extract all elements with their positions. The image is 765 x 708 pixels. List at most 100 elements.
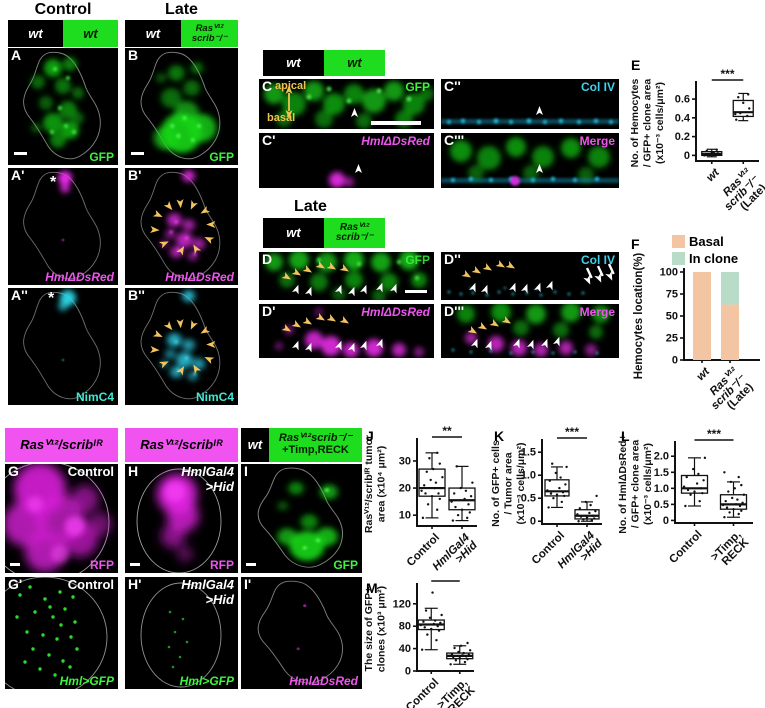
svg-text:(x10⁻³ cells/μm²): (x10⁻³ cells/μm²) [515, 443, 527, 525]
panel-C2-art [441, 106, 619, 124]
svg-text:0: 0 [672, 355, 678, 367]
panel-D3-art [451, 304, 610, 357]
gfp-channel-label: GFP [405, 80, 430, 94]
genotype-header-timp-reck: wt Rasⱽ¹²scrib⁻/⁻ +Timp,RECK [241, 428, 362, 462]
nimc4-channel-label: NimC4 [195, 390, 234, 404]
panel-C3-letter: C''' [444, 133, 465, 148]
svg-text:No. of HmlΔDsRed+: No. of HmlΔDsRed+ [617, 434, 629, 533]
asterisk-marker: * [50, 174, 57, 191]
panel-D-letter: D [262, 252, 273, 267]
panel-C1-letter: C' [262, 133, 276, 148]
rfp-channel-label: RFP [210, 558, 234, 572]
chart-K-letter: K [494, 428, 505, 444]
chart-M-letter: M [366, 580, 378, 596]
hml-gfp-channel-label: Hml>GFP [59, 674, 114, 688]
svg-text:100: 100 [660, 267, 678, 279]
panel-B2-letter: B'' [128, 288, 145, 303]
svg-text:wt: wt [695, 365, 713, 383]
nimc4-channel-label: NimC4 [75, 390, 114, 404]
legend-label-basal: Basal [689, 234, 724, 249]
svg-text:0: 0 [405, 666, 411, 678]
hml-gfp-channel-label: Hml>GFP [179, 674, 234, 688]
genotype-header-rasIR-1: Rasⱽ¹²/scribᴵᴿ [5, 428, 118, 462]
panel-B-image: B GFP [125, 48, 238, 165]
svg-text:0.2: 0.2 [675, 131, 690, 143]
svg-text:**: ** [442, 426, 452, 438]
panel-C1-image: C' HmlΔDsRed [259, 133, 434, 188]
genotype-timp-reck-line: +Timp,RECK [282, 444, 349, 456]
genotype-bar-c: wt wt [263, 50, 385, 76]
panel-B1-letter: B' [128, 168, 142, 183]
svg-text:***: *** [720, 67, 734, 81]
svg-text:0: 0 [530, 516, 536, 528]
panel-G-letter: G [8, 464, 19, 479]
hml-dsred-channel-label: HmlΔDsRed [289, 674, 358, 688]
panel-I-letter: I [244, 464, 248, 479]
hmlgal4-label: HmlGal4 [181, 577, 234, 592]
svg-text:40: 40 [399, 643, 411, 655]
svg-text:0.5: 0.5 [521, 493, 536, 505]
svg-text:30: 30 [399, 455, 411, 467]
panel-I1-image: I' HmlΔDsRed [241, 577, 362, 689]
svg-text:50: 50 [666, 311, 678, 323]
svg-text:(x10⁻³ cells/μm²): (x10⁻³ cells/μm²) [654, 82, 666, 164]
panel-D1-art [275, 307, 424, 358]
chart-F-legend: Basal In clone [672, 234, 738, 268]
apical-label: apical [275, 80, 307, 92]
svg-text:75: 75 [666, 289, 678, 301]
genotype-wt-black: wt [263, 218, 324, 248]
coliv-channel-label: Col IV [580, 80, 615, 94]
genotype-ras-scrib-line: Rasⱽ¹²scrib⁻/⁻ [278, 432, 353, 445]
scale-bar [10, 563, 20, 566]
svg-text:***: *** [565, 426, 579, 439]
svg-text:0: 0 [663, 515, 669, 527]
scale-bar [371, 121, 421, 125]
panel-C-art [264, 81, 434, 129]
panel-I1-letter: I' [244, 577, 252, 592]
svg-text:***: *** [707, 427, 721, 441]
chart-J-letter: J [366, 428, 374, 444]
condition-label-control: Control [67, 577, 114, 592]
genotype-ras-scrib: Rasⱽ¹² scrib⁻/⁻ [181, 20, 238, 47]
panel-C2-letter: C'' [444, 79, 461, 94]
panel-C3-art [441, 137, 619, 186]
svg-text:1.0: 1.0 [654, 483, 669, 495]
gfp-channel-label: GFP [89, 150, 114, 164]
svg-text:0: 0 [684, 150, 690, 162]
svg-text:Hemocytes location(%): Hemocytes location(%) [633, 253, 645, 380]
genotype-scrib-line: scrib⁻/⁻ [335, 232, 374, 243]
chart-K-gfp-cells-per-tumor: 0 0.5 1.0 1.5 No. of GFP+ cells / Tumor area(… [489, 425, 616, 588]
panel-H-letter: H [128, 464, 139, 479]
panel-B-art [140, 51, 221, 160]
hml-dsred-channel-label: HmlΔDsRed [45, 270, 114, 284]
panel-B1-image: B' HmlΔDsRed [125, 168, 238, 285]
basal-label: basal [267, 112, 296, 124]
legend-row-basal: Basal [672, 234, 738, 249]
panel-G1-art [5, 577, 108, 689]
genotype-wt-black: wt [125, 20, 181, 47]
panel-A-letter: A [11, 48, 22, 63]
svg-text:0.5: 0.5 [654, 499, 669, 511]
chart-L-dsred-per-clone: 0 0.5 1.0 1.5 2.0 No. of HmlΔDsRed+ / GFP+ clo… [616, 426, 765, 588]
scale-bar [405, 290, 427, 293]
svg-text:10: 10 [399, 510, 411, 522]
coliv-channel-label: Col IV [580, 253, 615, 267]
panel-H1-art [140, 582, 222, 688]
svg-text:/ GFP+ clone area: / GFP+ clone area [630, 440, 642, 529]
panel-D1-image: D' HmlΔDsRed [259, 304, 434, 358]
chart-E-hemocytes-per-clone: 0 0.2 0.4 0.6 No. of Hemocytes / GFP+ clone a… [628, 55, 765, 232]
panel-B-letter: B [128, 48, 139, 63]
merge-channel-label: Merge [579, 305, 615, 319]
panel-A1-letter: A' [11, 168, 25, 183]
panel-A-art [23, 51, 101, 160]
genotype-ras-line: Rasⱽ¹² [195, 22, 224, 34]
svg-text:Rasⱽ¹²/scribᴵᴿ tumor: Rasⱽ¹²/scribᴵᴿ tumor [363, 435, 375, 533]
panel-A2-art [23, 290, 101, 400]
panel-B1-art [140, 170, 221, 280]
chart-F-hemocyte-location: 0 25 50 75 100 Hemocytes location(%) wt Rasⱽ¹² s… [628, 232, 765, 422]
panel-D3-letter: D''' [444, 304, 465, 319]
svg-text:80: 80 [399, 621, 411, 633]
genotype-timp-green: Rasⱽ¹²scrib⁻/⁻ +Timp,RECK [269, 428, 362, 462]
panel-H-art [136, 468, 222, 573]
genotype-ras-scrib: Rasⱽ¹² scrib⁻/⁻ [324, 218, 385, 248]
